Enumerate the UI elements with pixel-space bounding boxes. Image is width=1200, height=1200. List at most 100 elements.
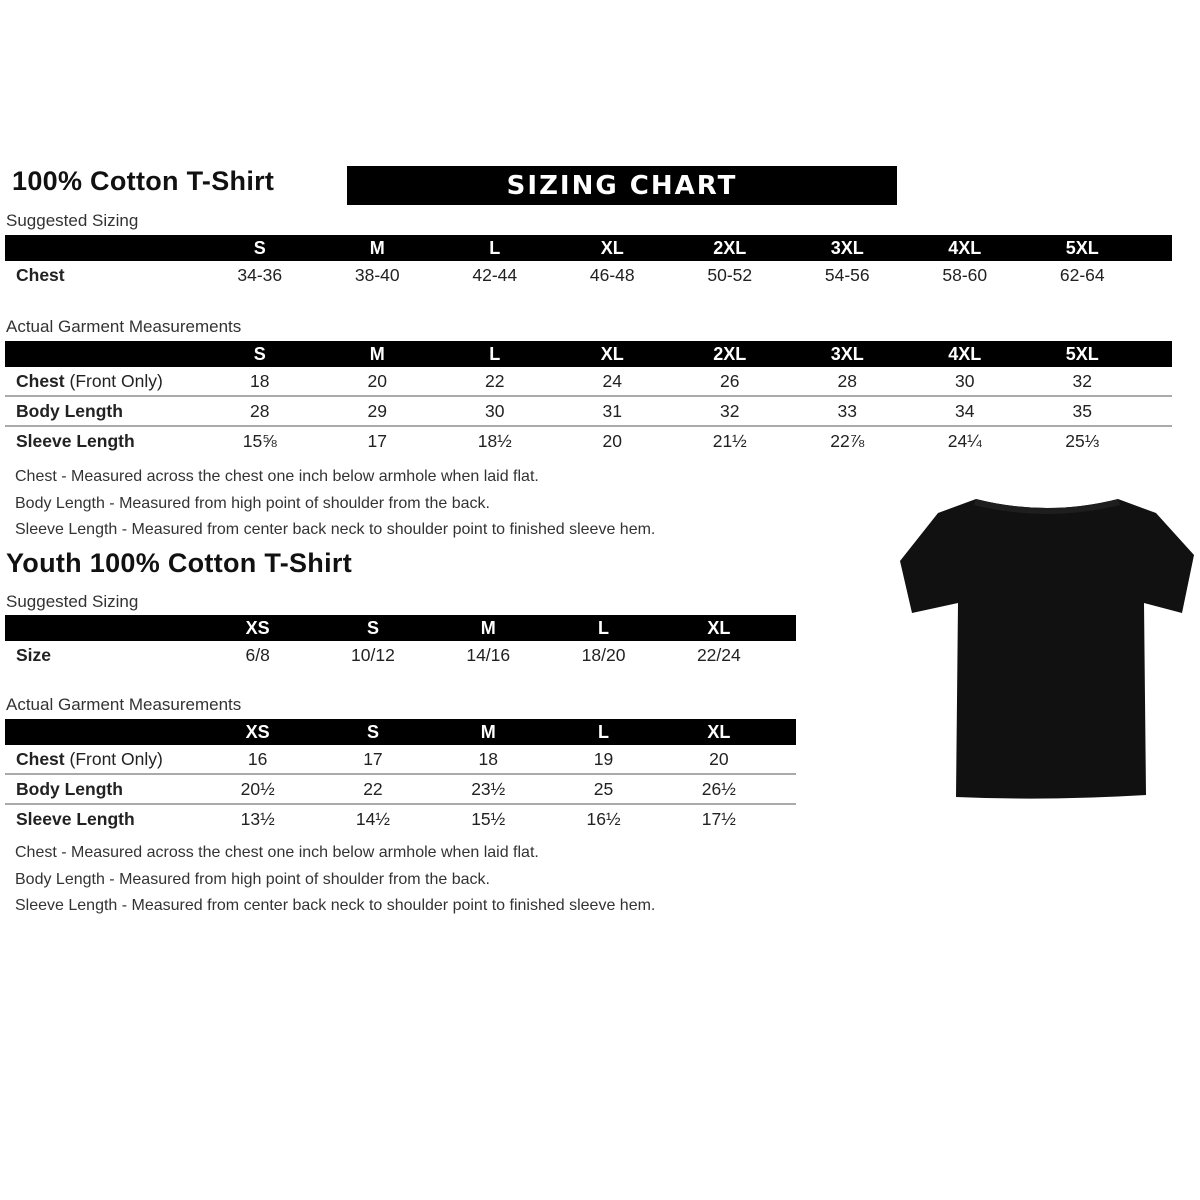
table-cell: 18½ <box>477 431 512 451</box>
table-cell: 30 <box>955 371 975 391</box>
youth-suggested-table: XS S M L XL Size 6/8 10/12 14/16 18/20 22/24 <box>5 615 796 669</box>
size-header-3xl: 3XL <box>830 238 864 258</box>
table-row: Chest (Front Only) 16 17 18 19 20 <box>5 745 796 775</box>
row-label: Chest (Front Only) <box>5 367 201 395</box>
table-cell: 17 <box>367 431 387 451</box>
size-header-2xl: 2XL <box>713 344 747 364</box>
table-cell: 31 <box>602 401 622 421</box>
table-cell: 20 <box>602 431 622 451</box>
table-cell: 42-44 <box>472 265 518 285</box>
table-cell: 21½ <box>712 431 747 451</box>
size-header-xs: XS <box>245 618 270 638</box>
table-cell: 22/24 <box>696 645 741 665</box>
table-cell: 22 <box>363 779 383 799</box>
table-cell: 6/8 <box>245 645 270 665</box>
size-header-2xl: 2XL <box>713 238 747 258</box>
table-cell: 25 <box>593 779 614 799</box>
size-header-xs: XS <box>245 722 270 742</box>
size-header-4xl: 4XL <box>948 238 982 258</box>
row-label: Size <box>5 641 200 669</box>
table-cell: 34 <box>955 401 975 421</box>
black-tshirt-icon <box>900 499 1194 799</box>
table-cell: 18 <box>478 749 498 769</box>
table-cell: 15⅝ <box>242 431 277 451</box>
table-cell: 20 <box>367 371 387 391</box>
table-row: Body Length 28 29 30 31 32 33 34 35 <box>5 397 1172 427</box>
size-header-l: L <box>598 722 610 742</box>
row-label-text: Sleeve Length <box>16 431 135 451</box>
note-body-length: Body Length - Measured from high point o… <box>15 870 490 888</box>
table-cell: 14/16 <box>466 645 511 665</box>
size-header-m: M <box>480 722 496 742</box>
adult-suggested-table: S M L XL 2XL 3XL 4XL 5XL Chest 34-36 38-40 42-44 46-… <box>5 235 1172 289</box>
note-sleeve-length: Sleeve Length - Measured from center bac… <box>15 521 656 538</box>
table-cell: 16 <box>247 749 268 769</box>
row-label-text: Size <box>16 645 52 665</box>
size-header-l: L <box>489 238 501 258</box>
size-header-row: XS S M L XL <box>5 615 796 641</box>
size-header-l: L <box>489 344 501 364</box>
table-cell: 46-48 <box>589 265 635 285</box>
row-label-text: Chest <box>16 265 65 285</box>
row-label-extra: (Front Only) <box>64 749 163 769</box>
youth-title: Youth 100% Cotton T-Shirt <box>6 548 352 578</box>
size-header-xl: XL <box>707 722 731 742</box>
sizing-chart-banner: SIZING CHART <box>347 166 897 205</box>
youth-notes: Chest - Measured across the chest one in… <box>15 840 655 920</box>
table-cell: 25⅓ <box>1065 431 1100 451</box>
size-header-l: L <box>598 618 610 638</box>
table-cell: 17 <box>363 749 383 769</box>
table-cell: 62-64 <box>1059 265 1105 285</box>
table-row: Body Length 20½ 22 23½ 25 26½ <box>5 775 796 805</box>
table-cell: 32 <box>1072 371 1092 391</box>
row-label: Body Length <box>5 775 200 803</box>
table-cell: 58-60 <box>942 265 988 285</box>
adult-actual-label: Actual Garment Measurements <box>6 317 242 336</box>
row-label: Sleeve Length <box>5 805 200 833</box>
size-header-s: S <box>253 238 266 258</box>
size-header-m: M <box>480 618 496 638</box>
table-cell: 35 <box>1072 401 1092 421</box>
row-label: Body Length <box>5 397 201 425</box>
size-header-m: M <box>369 344 385 364</box>
size-header-s: S <box>366 618 379 638</box>
table-cell: 28 <box>837 371 857 391</box>
row-label-text: Chest <box>16 749 65 769</box>
table-cell: 26 <box>720 371 740 391</box>
row-label: Chest (Front Only) <box>5 745 200 773</box>
size-header-4xl: 4XL <box>948 344 982 364</box>
table-cell: 54-56 <box>824 265 870 285</box>
adult-title: 100% Cotton T-Shirt <box>12 166 275 196</box>
size-header-xl: XL <box>707 618 731 638</box>
table-row: Sleeve Length 13½ 14½ 15½ 16½ 17½ <box>5 805 796 833</box>
table-cell: 15½ <box>471 809 506 829</box>
size-header-m: M <box>369 238 385 258</box>
youth-suggested-label: Suggested Sizing <box>6 592 139 611</box>
table-cell: 24 <box>602 371 622 391</box>
table-cell: 22⅞ <box>830 431 865 451</box>
youth-actual-label: Actual Garment Measurements <box>6 695 242 714</box>
note-body-length: Body Length - Measured from high point o… <box>15 494 490 512</box>
table-cell: 33 <box>837 401 857 421</box>
row-label-text: Chest <box>16 371 65 391</box>
table-row: Size 6/8 10/12 14/16 18/20 22/24 <box>5 641 796 669</box>
table-cell: 29 <box>367 401 387 421</box>
size-header-5xl: 5XL <box>1065 238 1099 258</box>
table-cell: 26½ <box>701 779 736 799</box>
table-cell: 50-52 <box>707 265 753 285</box>
table-cell: 20 <box>709 749 729 769</box>
table-cell: 38-40 <box>354 265 400 285</box>
table-row: Chest 34-36 38-40 42-44 46-48 50-52 54-56 58-60… <box>5 261 1172 289</box>
table-cell: 18 <box>250 371 270 391</box>
size-header-s: S <box>366 722 379 742</box>
adult-notes: Chest - Measured across the chest one in… <box>15 464 655 544</box>
note-chest: Chest - Measured across the chest one in… <box>15 468 539 485</box>
size-header-row: S M L XL 2XL 3XL 4XL 5XL <box>5 341 1172 367</box>
row-label: Chest <box>5 261 201 289</box>
note-chest: Chest - Measured across the chest one in… <box>15 844 539 861</box>
table-cell: 20½ <box>240 779 275 799</box>
size-header-3xl: 3XL <box>830 344 864 364</box>
size-header-row: XS S M L XL <box>5 719 796 745</box>
table-cell: 24¼ <box>947 431 982 451</box>
row-label-text: Body Length <box>16 401 123 421</box>
